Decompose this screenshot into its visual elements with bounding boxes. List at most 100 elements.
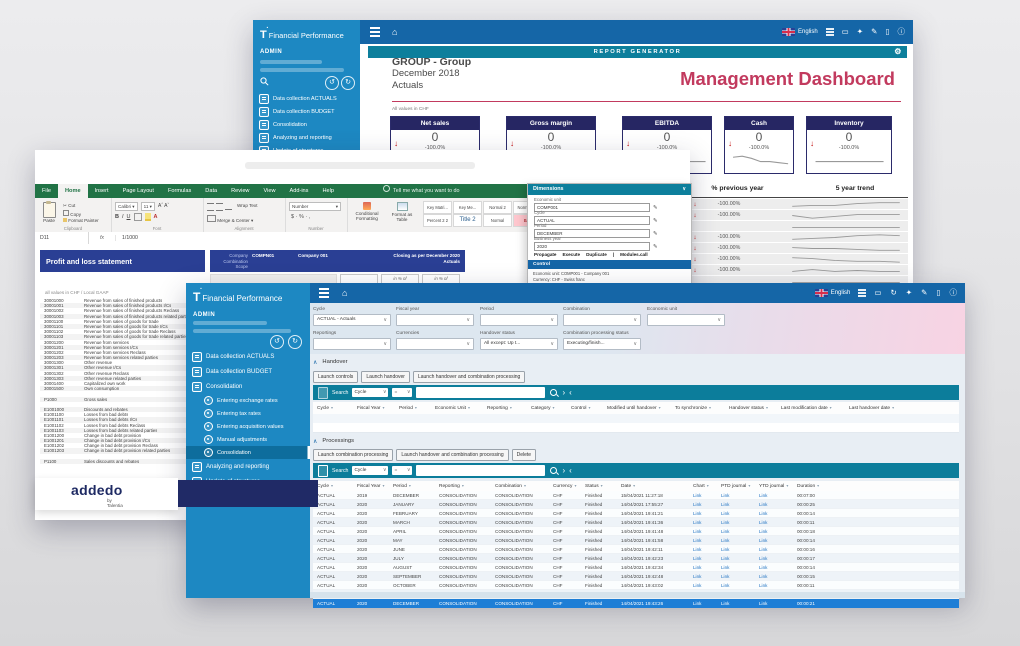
filter-select[interactable]: ∨ [396,337,474,350]
column-header[interactable]: Cycle [317,405,357,411]
style-cell[interactable]: Normal [483,214,512,227]
number-format-select[interactable]: Number ▾ [289,202,341,211]
account-row[interactable]: E1001100 Losses from bad debts [44,412,129,418]
ptd-journal-link[interactable]: Link [721,555,730,561]
column-header[interactable]: Combination [495,483,553,489]
ribbon-tab[interactable]: View [263,188,276,194]
align-center-icon[interactable] [216,203,223,211]
column-header[interactable]: Period [393,483,439,489]
ptd-journal-link[interactable]: Link [721,528,730,534]
style-cell[interactable]: Title 2 [453,214,482,227]
ptd-journal-link[interactable]: Link [721,573,730,579]
chart-link[interactable]: Link [693,510,702,516]
menu-icon[interactable] [319,288,329,298]
search-icon[interactable] [549,388,558,397]
next-icon[interactable]: › [562,466,566,475]
grid-icon[interactable] [318,386,328,399]
edit-icon[interactable]: ✎ [653,244,658,250]
column-header[interactable]: Category [531,405,571,411]
ptd-journal-link[interactable]: Link [721,582,730,588]
filter-select[interactable]: ∨ [313,337,391,350]
chart-link[interactable]: Link [693,537,702,543]
font-color-button[interactable]: A [153,213,158,220]
chart-link[interactable]: Link [693,546,702,552]
sidebar-item[interactable]: Analyzing and reporting [186,459,310,474]
ytd-journal-link[interactable]: Link [759,582,768,588]
column-header[interactable]: Modified until handover [607,405,675,411]
bold-button[interactable]: B [115,213,119,220]
column-header[interactable]: Control [571,405,607,411]
chart-link[interactable]: Link [693,582,702,588]
menu-icon[interactable] [370,27,380,37]
refresh-button[interactable]: ↻ [341,76,355,90]
menu-small-icon[interactable] [858,292,867,294]
pane-action-link[interactable]: Modules.call [620,252,648,257]
menu-small-icon[interactable] [825,31,834,33]
column-header[interactable]: To synchronize [675,405,729,411]
column-header[interactable]: Economic Unit [435,405,487,411]
search-input[interactable] [416,465,546,476]
sidebar-subitem[interactable]: Manual adjustments [186,433,310,446]
table-row[interactable]: ACTUAL 2020 AUGUST CONSOLIDATION CONSOLIDA… [313,563,959,572]
sidebar-item[interactable]: Consolidation [253,118,360,131]
paste-button[interactable]: Paste [39,198,59,223]
ytd-journal-link[interactable]: Link [759,492,768,498]
chart-link[interactable]: Link [693,501,702,507]
ptd-journal-link[interactable]: Link [721,537,730,543]
sidebar-item[interactable]: Data collection BUDGET [253,105,360,118]
ptd-journal-link[interactable]: Link [721,501,730,507]
account-row[interactable]: 30001302 Other revenue Reclass [44,370,129,376]
search-operator-select[interactable]: = ∨ [392,466,413,475]
account-row[interactable]: 30001300 Other revenue [44,360,113,366]
ribbon-tab[interactable]: Data [205,188,218,194]
ribbon-tab[interactable]: Add-ins [289,188,309,194]
column-header[interactable]: Fiscal Year [357,483,393,489]
font-name-select[interactable]: Calibri ▾ [115,202,138,211]
search-icon[interactable] [260,77,269,86]
column-header[interactable]: Status [585,483,621,489]
search-field-select[interactable]: Cycle ∨ [352,466,389,475]
style-cell[interactable]: Key Matri... [423,201,452,214]
home-icon[interactable]: ⌂ [342,288,348,298]
table-row[interactable]: ACTUAL 2020 OCTOBER CONSOLIDATION CONSOLID… [313,581,959,590]
ytd-journal-link[interactable]: Link [759,510,768,516]
filter-select[interactable]: All except: Up t... ∨ [480,337,558,350]
merge-center-button[interactable]: Merge & Center ▾ [207,215,253,224]
ptd-journal-link[interactable]: Link [721,519,730,525]
prev-icon[interactable]: ‹ [569,466,572,475]
ytd-journal-link[interactable]: Link [759,519,768,525]
account-row[interactable]: 30001000 Revenue from sales of finished … [44,298,163,303]
table-row[interactable]: ACTUAL 2020 JUNE CONSOLIDATION CONSOLIDATI… [313,545,959,554]
cut-button[interactable]: ✂ Cut [63,203,76,208]
table-row[interactable]: ACTUAL 2020 JANUARY CONSOLIDATION CONSOLID… [313,500,959,509]
column-header[interactable]: Currency [553,483,585,489]
account-row[interactable]: 30001102 Revenue from sales of goods for… [44,329,176,335]
table-row[interactable]: ACTUAL 2019 DECEMBER CONSOLIDATION CONSOLI… [313,491,959,500]
column-header[interactable]: Cycle [317,483,357,489]
number-buttons[interactable]: $ · % · , [291,214,311,220]
home-icon[interactable]: ⌂ [392,27,398,37]
column-header[interactable]: Chart [693,483,721,489]
account-row[interactable]: 30001202 Revenue from services Reclass [44,349,146,355]
ptd-journal-link[interactable]: Link [721,564,730,570]
account-row[interactable]: 30001200 Revenue from services [44,339,129,345]
table-row[interactable]: ACTUAL 2020 JULY CONSOLIDATION CONSOLIDATI… [313,554,959,563]
table-row[interactable]: ACTUAL 2020 MAY CONSOLIDATION CONSOLIDATIO… [313,536,959,545]
pane-action-link[interactable]: Propagate [534,252,557,257]
ytd-journal-link[interactable]: Link [759,600,768,606]
column-header[interactable]: PTD journal [721,483,759,489]
ytd-journal-link[interactable]: Link [759,564,768,570]
language-selector[interactable]: English [814,289,850,297]
font-size-select[interactable]: 11 ▾ [140,202,155,211]
chart-link[interactable]: Link [693,564,702,570]
ytd-journal-link[interactable]: Link [759,501,768,507]
account-row[interactable]: E1001102 Losses from bad debts Reclass [44,422,146,428]
sidebar-item[interactable]: Data collection ACTUALS [253,92,360,105]
search-icon[interactable] [549,466,558,475]
border-button[interactable] [133,213,142,221]
chart-link[interactable]: Link [693,528,702,534]
column-header[interactable]: Fiscal Year [357,405,399,411]
pane-action-link[interactable]: Execute [562,252,581,257]
handover-section-header[interactable]: ∧ Handover [313,359,348,366]
account-row[interactable]: E1001200 Change in bad debt provision [44,432,142,438]
